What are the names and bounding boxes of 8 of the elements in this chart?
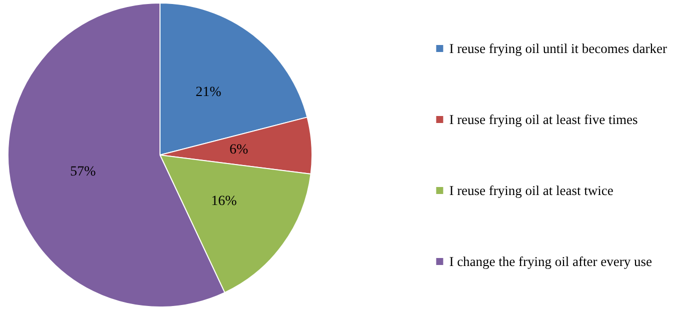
data-label: 57% xyxy=(70,164,96,180)
legend-label: I reuse frying oil at least twice xyxy=(449,183,614,198)
data-label: 16% xyxy=(211,194,238,209)
legend-label: I reuse frying oil until it becomes darker xyxy=(449,41,668,56)
legend-label: I change the frying oil after every use xyxy=(449,254,652,269)
legend-label: I reuse frying oil at least five times xyxy=(449,112,638,127)
data-label: 6% xyxy=(230,142,249,158)
data-label: 21% xyxy=(196,85,222,100)
